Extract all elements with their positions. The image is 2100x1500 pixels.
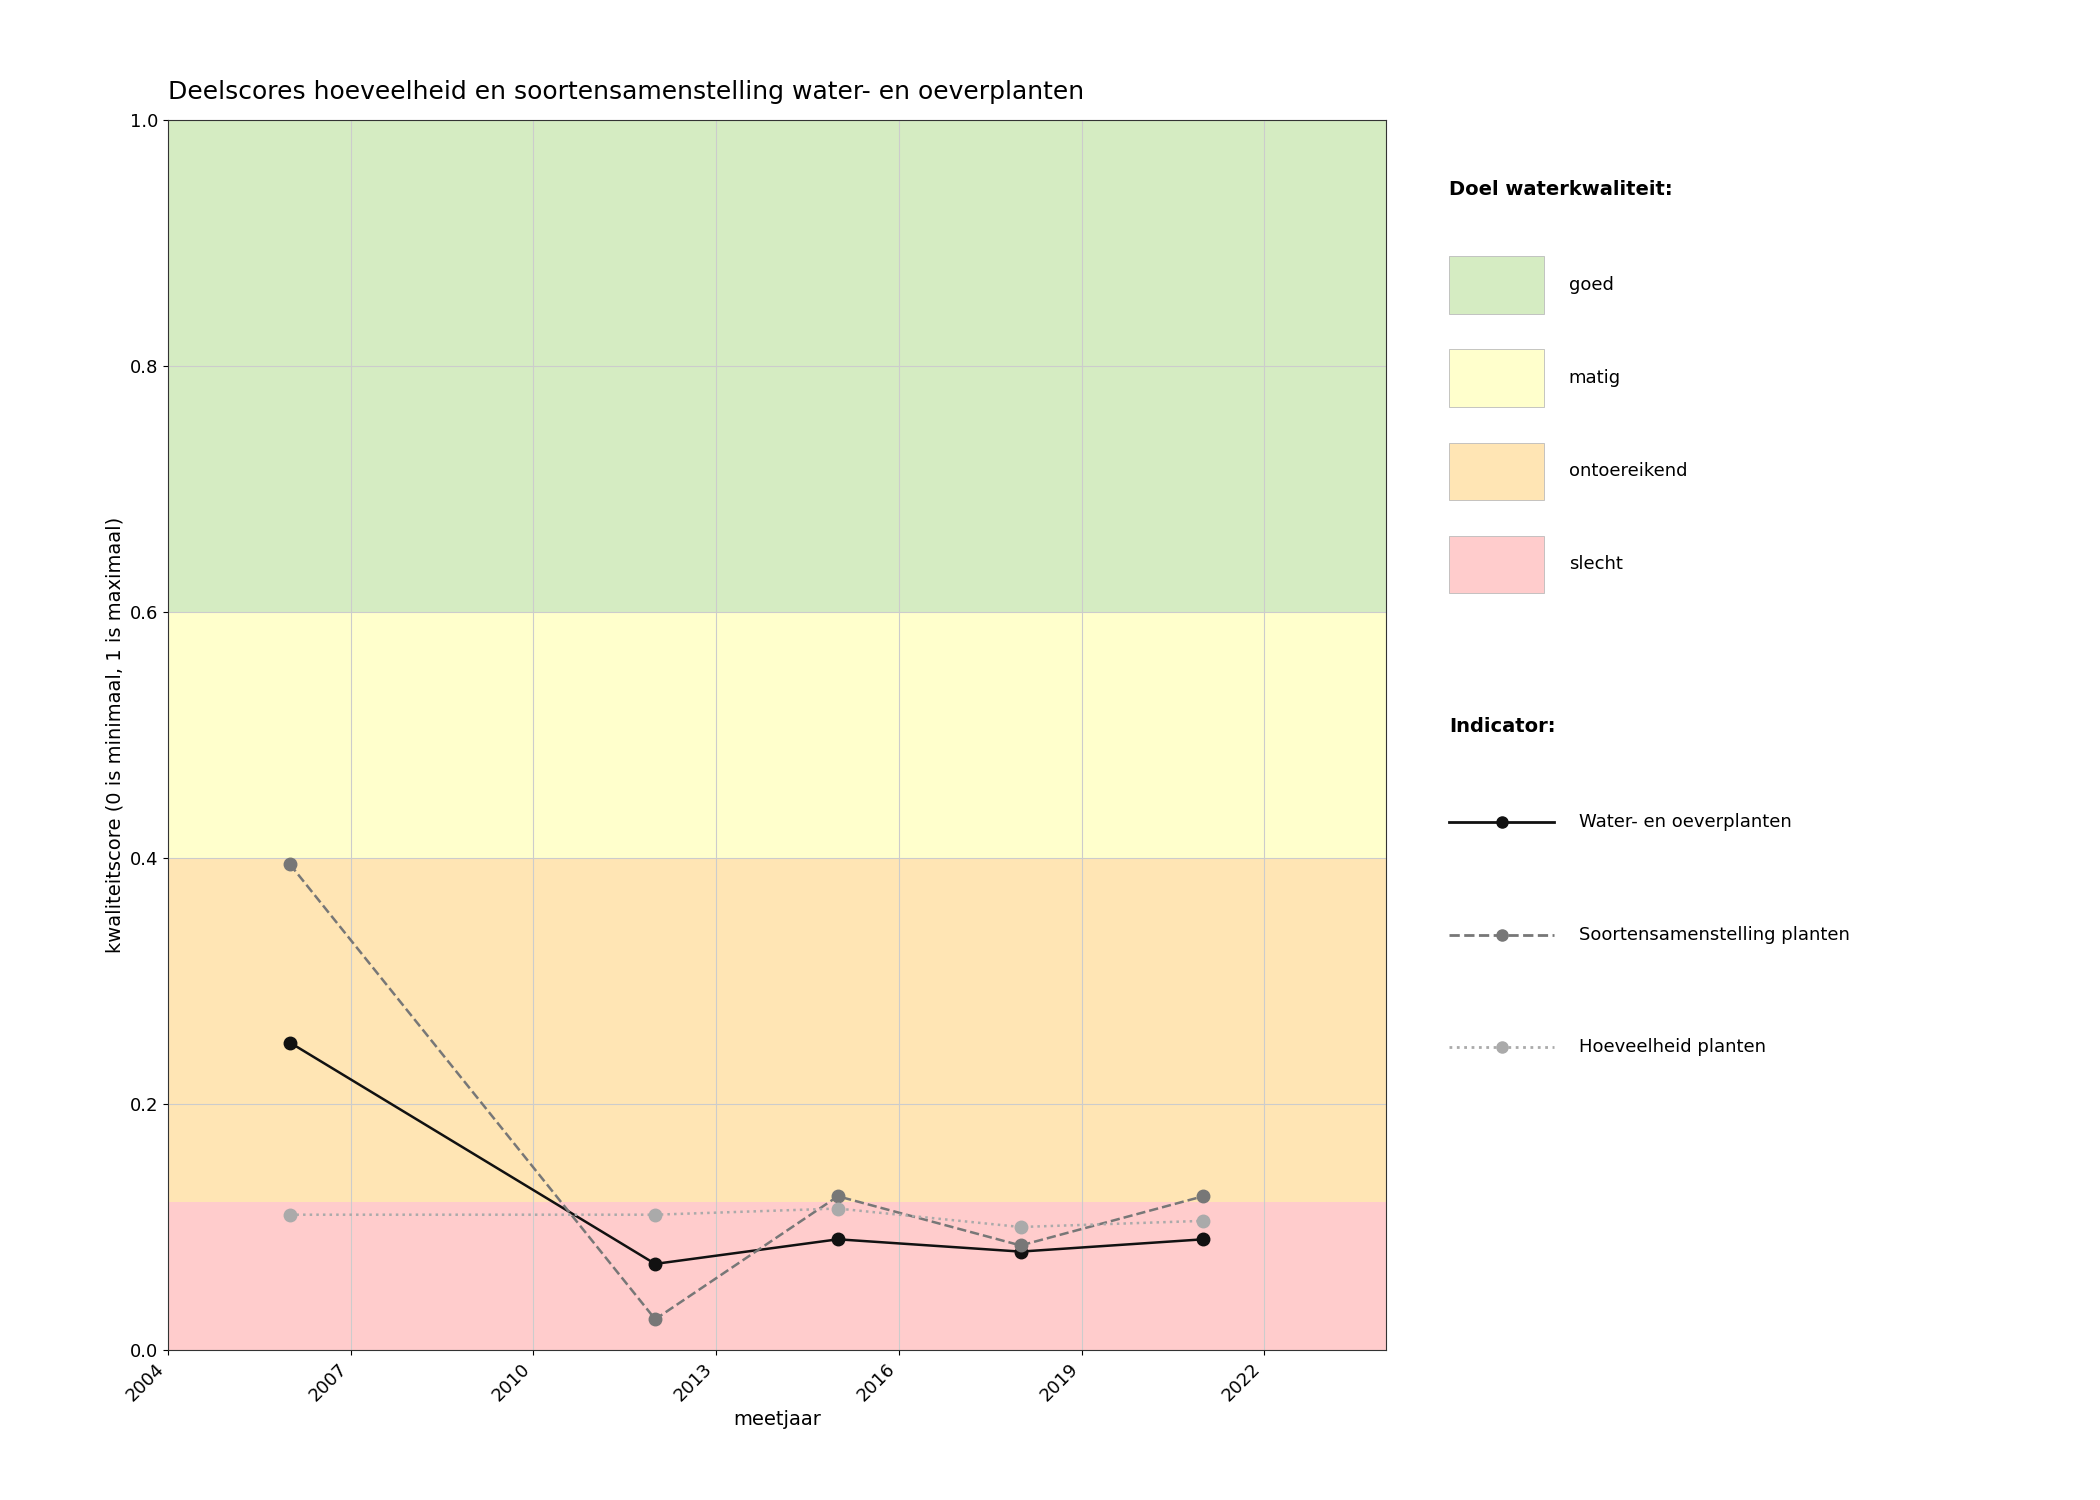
Y-axis label: kwaliteitscore (0 is minimaal, 1 is maximaal): kwaliteitscore (0 is minimaal, 1 is maxi… [105,518,124,952]
Hoeveelheid planten [825,1200,851,1218]
Water- en oeverplanten [1008,1242,1033,1260]
Soortensamenstelling planten [277,855,302,873]
Line: Hoeveelheid planten: Hoeveelheid planten [284,1203,1210,1233]
Bar [168,120,1386,612]
Soortensamenstelling planten [1191,1188,1216,1206]
Line: Water- en oeverplanten: Water- en oeverplanten [284,1036,1210,1270]
Bar [168,612,1386,858]
Text: matig: matig [1569,369,1621,387]
X-axis label: meetjaar: meetjaar [733,1410,821,1430]
Text: Water- en oeverplanten: Water- en oeverplanten [1579,813,1791,831]
Line: Soortensamenstelling planten: Soortensamenstelling planten [284,858,1210,1326]
Water- en oeverplanten [1191,1230,1216,1248]
Text: ontoereikend: ontoereikend [1569,462,1686,480]
Text: slecht: slecht [1569,555,1623,573]
Soortensamenstelling planten [825,1188,851,1206]
Soortensamenstelling planten [643,1311,668,1329]
Text: Deelscores hoeveelheid en soortensamenstelling water- en oeverplanten: Deelscores hoeveelheid en soortensamenst… [168,80,1084,104]
Text: Indicator:: Indicator: [1449,717,1556,736]
Text: goed: goed [1569,276,1613,294]
Text: Doel waterkwaliteit:: Doel waterkwaliteit: [1449,180,1672,200]
Text: Soortensamenstelling planten: Soortensamenstelling planten [1579,926,1850,944]
Water- en oeverplanten [643,1256,668,1274]
Water- en oeverplanten [277,1034,302,1052]
Hoeveelheid planten [1008,1218,1033,1236]
Text: Hoeveelheid planten: Hoeveelheid planten [1579,1038,1766,1056]
Bar [168,1203,1386,1350]
Hoeveelheid planten [277,1206,302,1224]
Soortensamenstelling planten [1008,1236,1033,1254]
Hoeveelheid planten [1191,1212,1216,1230]
Bar [168,858,1386,1203]
Water- en oeverplanten [825,1230,851,1248]
Hoeveelheid planten [643,1206,668,1224]
